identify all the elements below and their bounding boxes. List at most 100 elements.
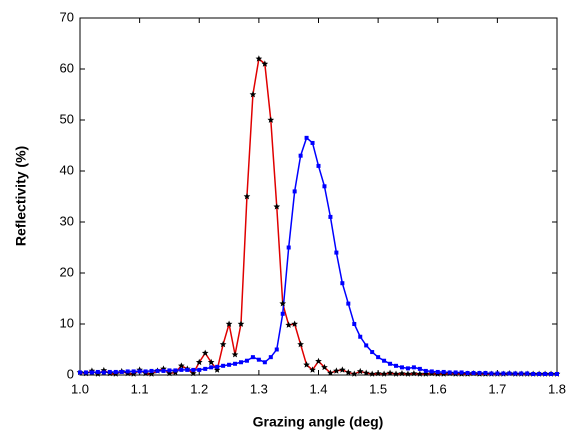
square-marker xyxy=(555,371,559,376)
square-marker xyxy=(388,361,393,366)
square-marker xyxy=(89,370,94,375)
series-line xyxy=(79,57,557,375)
y-axis-title: Reflectivity (%) xyxy=(13,146,29,246)
y-tick-label: 0 xyxy=(67,366,74,381)
y-tick-label: 60 xyxy=(60,60,74,75)
square-marker xyxy=(531,371,536,376)
square-marker xyxy=(292,189,297,194)
x-tick-label: 1.0 xyxy=(71,381,89,396)
square-marker xyxy=(262,360,267,365)
star-marker xyxy=(201,349,209,356)
square-marker xyxy=(382,358,387,363)
square-marker xyxy=(423,368,428,373)
square-marker xyxy=(95,369,100,374)
star-marker xyxy=(189,369,197,377)
square-marker xyxy=(250,355,255,360)
star-marker xyxy=(327,369,334,376)
star-marker xyxy=(315,357,322,365)
star-marker xyxy=(195,358,203,366)
square-marker xyxy=(227,362,232,367)
star-marker xyxy=(207,358,215,366)
square-marker xyxy=(149,368,154,373)
square-marker xyxy=(125,369,130,374)
square-marker xyxy=(233,361,238,366)
square-marker xyxy=(435,369,440,374)
star-marker xyxy=(279,300,287,307)
y-tick-label: 50 xyxy=(60,111,74,126)
square-marker xyxy=(191,367,196,372)
y-tick-label: 20 xyxy=(60,264,74,279)
x-tick-label: 1.5 xyxy=(369,381,387,396)
square-marker xyxy=(203,366,208,371)
square-marker xyxy=(238,360,243,365)
square-marker xyxy=(161,368,166,373)
star-marker xyxy=(243,193,251,200)
square-marker xyxy=(101,370,106,375)
series-line xyxy=(80,136,557,375)
square-marker xyxy=(537,371,542,376)
square-marker xyxy=(447,370,452,375)
square-marker xyxy=(173,368,178,373)
y-tick-label: 70 xyxy=(60,9,74,24)
star-marker xyxy=(398,369,406,377)
square-marker xyxy=(286,245,291,250)
star-marker xyxy=(386,369,394,376)
square-marker xyxy=(137,369,142,374)
square-marker xyxy=(119,369,124,374)
star-marker xyxy=(291,320,298,327)
star-marker xyxy=(356,367,364,375)
star-marker xyxy=(410,369,418,377)
square-marker xyxy=(453,370,458,375)
x-axis-title: Grazing angle (deg) xyxy=(253,414,384,430)
square-marker xyxy=(322,184,327,189)
x-tick-label: 1.4 xyxy=(309,381,327,396)
square-marker xyxy=(364,343,369,348)
square-marker xyxy=(113,369,118,374)
square-marker xyxy=(298,153,303,158)
square-marker xyxy=(167,368,172,373)
square-marker xyxy=(155,368,160,373)
square-marker xyxy=(340,281,345,286)
square-marker xyxy=(477,370,482,375)
square-marker xyxy=(483,370,488,375)
square-marker xyxy=(334,250,339,255)
star-marker xyxy=(249,91,257,98)
x-tick-label: 1.8 xyxy=(548,381,566,396)
square-marker xyxy=(221,363,226,368)
y-tick-label: 30 xyxy=(60,213,74,228)
x-tick-label: 1.1 xyxy=(131,381,149,396)
star-marker xyxy=(148,370,155,377)
square-marker xyxy=(525,371,530,376)
square-marker xyxy=(78,370,82,375)
star-marker xyxy=(416,370,424,377)
square-marker xyxy=(376,355,381,360)
square-marker xyxy=(411,365,416,370)
star-marker xyxy=(178,362,185,369)
star-marker xyxy=(261,60,269,67)
square-marker xyxy=(304,135,309,140)
square-marker xyxy=(429,369,434,374)
square-marker xyxy=(316,163,321,168)
star-marker xyxy=(309,366,316,373)
star-marker xyxy=(303,361,310,368)
star-marker xyxy=(333,367,340,374)
star-marker xyxy=(225,320,233,327)
star-marker xyxy=(285,321,293,328)
square-marker xyxy=(495,371,500,376)
square-marker xyxy=(215,364,220,369)
star-marker xyxy=(213,366,221,373)
plot-frame xyxy=(79,17,558,376)
star-marker xyxy=(255,55,263,62)
square-marker xyxy=(543,371,548,376)
square-marker xyxy=(513,371,518,376)
square-marker xyxy=(394,363,399,368)
star-marker xyxy=(231,351,239,358)
square-marker xyxy=(417,366,422,371)
square-marker xyxy=(143,369,148,374)
square-marker xyxy=(244,358,249,363)
x-tick-label: 1.6 xyxy=(429,381,447,396)
star-marker xyxy=(392,370,400,377)
square-marker xyxy=(346,301,351,306)
square-marker xyxy=(358,334,363,339)
square-marker xyxy=(489,371,494,376)
